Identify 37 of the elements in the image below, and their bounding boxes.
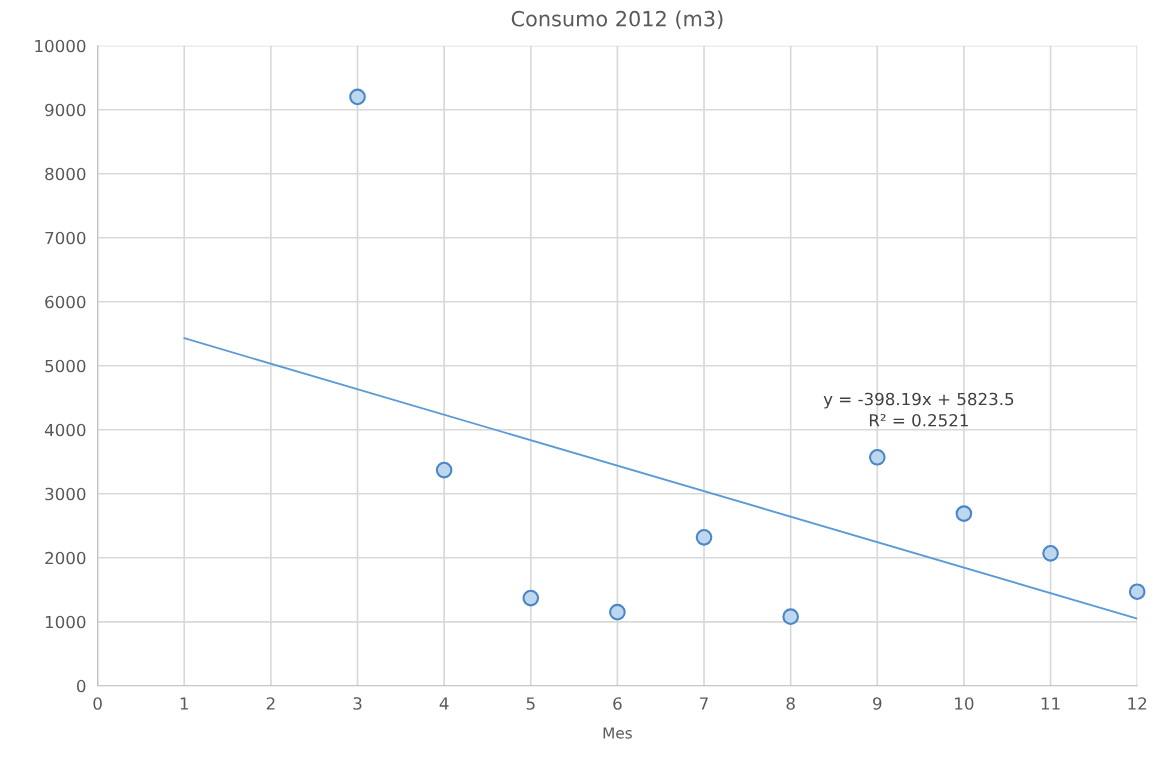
- point: [955, 505, 973, 522]
- y-tick-label: 8000: [45, 167, 86, 181]
- point: [435, 461, 453, 479]
- point: [609, 603, 626, 621]
- point: [522, 589, 540, 607]
- x-tick-label: 10: [955, 697, 974, 710]
- x-tick-label: 3: [353, 697, 362, 710]
- y-tick-label: 10000: [35, 39, 86, 53]
- y-tick-label: 1000: [45, 615, 86, 629]
- point: [1042, 544, 1059, 562]
- x-tick-label: 2: [266, 697, 275, 710]
- x-tick-label: 12: [1128, 697, 1147, 710]
- y-tick-label: 4000: [44, 423, 86, 437]
- y-tick-label: 3000: [45, 487, 86, 501]
- point: [349, 88, 366, 106]
- x-tick-label: 4: [439, 697, 449, 710]
- x-axis-title: Mes: [603, 727, 632, 739]
- x-tick-label: 0: [93, 697, 102, 710]
- point: [782, 608, 799, 625]
- x-tick-label: 7: [700, 697, 708, 710]
- y-tick-label: 2000: [45, 551, 86, 565]
- x-tick-label: 11: [1041, 697, 1060, 710]
- x-tick-label: 1: [180, 697, 188, 710]
- point: [868, 448, 886, 466]
- annotation: y = -398.19x + 5823.5 R² = 0.2521: [823, 392, 1014, 427]
- point: [1128, 583, 1146, 601]
- x-tick-label: 5: [526, 697, 535, 710]
- point: [695, 528, 713, 546]
- y-tick-label: 9000: [45, 103, 86, 117]
- chart-title: Consumo 2012 (m3): [511, 10, 723, 30]
- y-tick-label: 6000: [45, 295, 86, 309]
- x-tick-label: 9: [873, 697, 882, 710]
- y-tick-label: 0: [76, 679, 86, 693]
- y-tick-label: 7000: [45, 231, 86, 245]
- x-tick-label: 8: [786, 697, 795, 710]
- y-tick-label: 5000: [45, 359, 86, 373]
- x-tick-label: 6: [613, 697, 622, 710]
